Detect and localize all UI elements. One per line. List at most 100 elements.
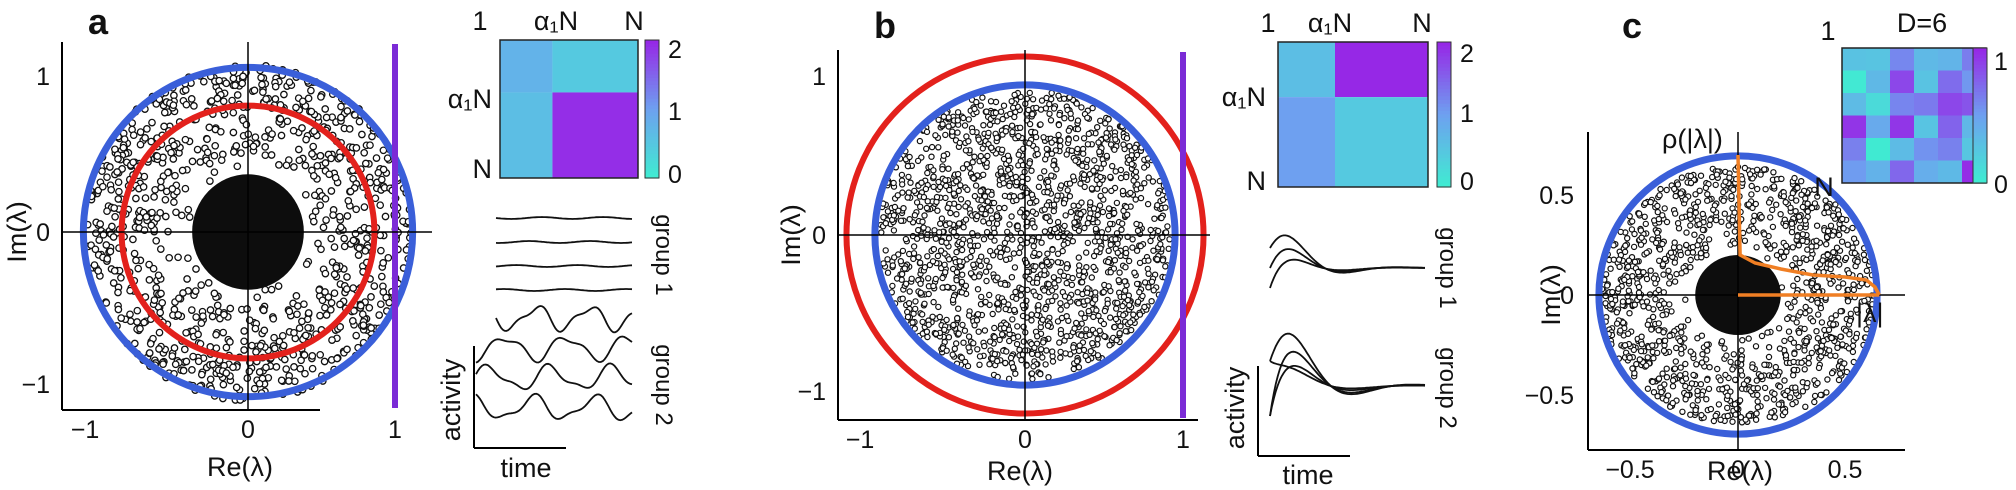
eigenvalue-point-a bbox=[114, 288, 122, 297]
eigenvalue-point-c bbox=[1678, 214, 1686, 221]
eigenvalue-point-b bbox=[994, 300, 1001, 307]
eigenvalue-point-c bbox=[1689, 249, 1697, 256]
eigenvalue-point-b bbox=[965, 344, 972, 351]
eigenvalue-point-a bbox=[103, 173, 111, 182]
eigenvalue-point-c bbox=[1621, 342, 1629, 349]
eigenvalue-point-b bbox=[1105, 116, 1112, 123]
eigenvalue-point-b bbox=[1060, 241, 1067, 248]
eigenvalue-point-c bbox=[1839, 341, 1846, 348]
eigenvalue-point-b bbox=[1008, 213, 1015, 220]
eigenvalue-point-b bbox=[1001, 239, 1009, 247]
eigenvalue-point-c bbox=[1613, 309, 1621, 316]
eigenvalue-point-b bbox=[1094, 335, 1101, 343]
eigenvalue-point-b bbox=[1056, 111, 1063, 119]
eigenvalue-point-a bbox=[160, 108, 169, 117]
eigenvalue-point-a bbox=[330, 289, 339, 298]
y-tick-a-0: 0 bbox=[36, 219, 50, 247]
trace-group2-a bbox=[495, 305, 633, 334]
colorbar-step-b bbox=[1437, 129, 1451, 134]
eigenvalue-point-b bbox=[1096, 202, 1104, 209]
eigenvalue-point-b bbox=[978, 253, 985, 260]
eigenvalue-point-b bbox=[1067, 110, 1074, 117]
eigenvalue-point-b bbox=[1041, 228, 1049, 235]
eigenvalue-point-b bbox=[1073, 100, 1081, 107]
colorbar-step-c bbox=[1973, 61, 1987, 66]
eigenvalue-point-b bbox=[1094, 352, 1102, 359]
eigenvalue-point-b bbox=[943, 316, 950, 324]
eigenvalue-point-c bbox=[1832, 352, 1839, 360]
eigenvalue-point-c bbox=[1647, 198, 1654, 206]
eigenvalue-point-b bbox=[939, 120, 946, 128]
colorbar-step-a bbox=[645, 126, 659, 131]
eigenvalue-point-b bbox=[1123, 211, 1131, 218]
eigenvalue-point-c bbox=[1687, 256, 1694, 264]
colorbar-step-a bbox=[645, 71, 659, 76]
eigenvalue-point-a bbox=[103, 207, 111, 216]
colorbar-tick-a-1: 1 bbox=[668, 98, 682, 126]
eigenvalue-point-b bbox=[962, 216, 970, 223]
eigenvalue-point-a bbox=[228, 96, 236, 105]
eigenvalue-point-c bbox=[1845, 345, 1853, 352]
eigenvalue-point-b bbox=[920, 193, 928, 201]
eigenvalue-point-b bbox=[1080, 135, 1088, 142]
colorbar-step-b bbox=[1437, 114, 1451, 119]
eigenvalue-point-c bbox=[1804, 379, 1811, 387]
colorbar-step-b bbox=[1437, 154, 1451, 159]
eigenvalue-point-c bbox=[1658, 388, 1665, 396]
colorbar-step-c bbox=[1973, 78, 1987, 83]
eigenvalue-point-b bbox=[1030, 363, 1037, 370]
eigenvalue-point-c bbox=[1652, 239, 1660, 247]
eigenvalue-point-a bbox=[194, 357, 203, 366]
eigenvalue-point-c bbox=[1850, 281, 1857, 288]
eigenvalue-point-a bbox=[117, 273, 125, 282]
eigenvalue-point-c bbox=[1682, 396, 1689, 403]
eigenvalue-point-b bbox=[912, 298, 919, 305]
eigenvalue-point-b bbox=[971, 192, 979, 200]
eigenvalue-point-c bbox=[1835, 231, 1843, 239]
eigenvalue-point-b bbox=[997, 168, 1005, 175]
eigenvalue-point-c bbox=[1687, 222, 1694, 229]
eigenvalue-point-b bbox=[1075, 254, 1083, 261]
eigenvalue-point-a bbox=[232, 383, 241, 392]
eigenvalue-point-b bbox=[1063, 279, 1070, 287]
eigenvalue-point-c bbox=[1813, 283, 1821, 291]
eigenvalue-point-b bbox=[1154, 227, 1162, 235]
eigenvalue-point-a bbox=[150, 193, 158, 201]
eigenvalue-point-a bbox=[267, 285, 276, 294]
eigenvalue-point-b bbox=[1115, 277, 1122, 284]
trace-group2-b bbox=[1269, 365, 1426, 417]
eigenvalue-point-b bbox=[1057, 182, 1065, 189]
eigenvalue-point-b bbox=[1015, 151, 1022, 158]
matrix-cell-a bbox=[500, 40, 553, 93]
eigenvalue-point-c bbox=[1795, 343, 1802, 351]
eigenvalue-point-b bbox=[958, 278, 966, 286]
eigenvalue-point-b bbox=[1096, 327, 1103, 334]
eigenvalue-point-c bbox=[1623, 234, 1631, 242]
eigenvalue-point-c bbox=[1705, 385, 1713, 393]
matrix-cell-c bbox=[1866, 48, 1891, 71]
eigenvalue-point-b bbox=[1121, 278, 1128, 285]
eigenvalue-point-b bbox=[964, 362, 972, 370]
eigenvalue-point-a bbox=[351, 111, 359, 119]
eigenvalue-point-c bbox=[1799, 203, 1807, 211]
x-tick-b-0: 0 bbox=[1018, 426, 1032, 454]
eigenvalue-point-c bbox=[1674, 219, 1682, 227]
colorbar-tick-b-1: 1 bbox=[1460, 100, 1474, 128]
eigenvalue-point-c bbox=[1794, 233, 1801, 240]
eigenvalue-point-c bbox=[1723, 384, 1731, 391]
eigenvalue-point-a bbox=[359, 321, 368, 330]
matrix-cell-b bbox=[1278, 42, 1335, 98]
colorbar-step-a bbox=[645, 115, 659, 120]
eigenvalue-point-c bbox=[1648, 326, 1655, 333]
eigenvalue-point-b bbox=[884, 256, 891, 263]
eigenvalue-point-a bbox=[208, 312, 217, 321]
eigenvalue-point-c bbox=[1846, 317, 1854, 324]
eigenvalue-point-c bbox=[1813, 222, 1821, 229]
eigenvalue-point-c bbox=[1834, 344, 1841, 351]
eigenvalue-point-c bbox=[1789, 315, 1797, 322]
eigenvalue-point-c bbox=[1703, 197, 1711, 204]
eigenvalue-point-b bbox=[1105, 247, 1112, 254]
eigenvalue-point-b bbox=[1012, 288, 1019, 296]
eigenvalue-point-c bbox=[1823, 389, 1830, 396]
trace-group2-a bbox=[475, 335, 633, 364]
